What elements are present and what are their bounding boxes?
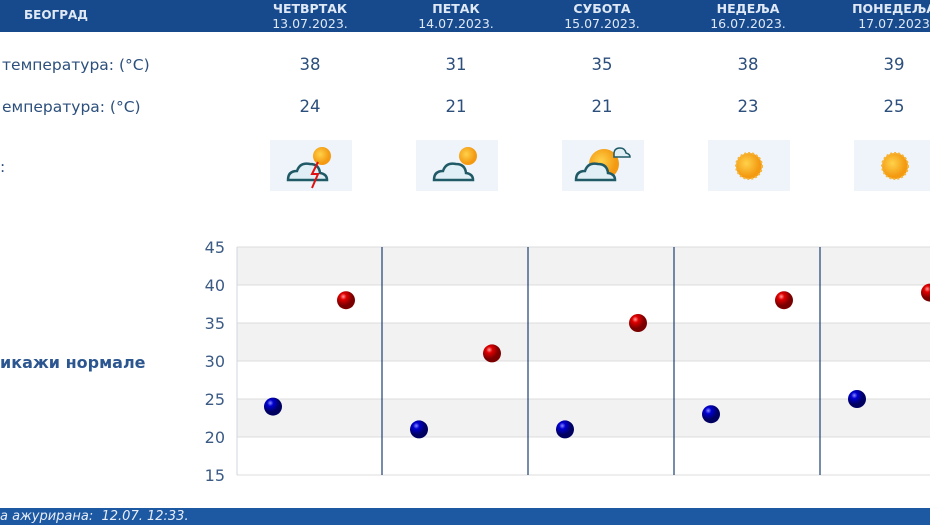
city-name: БЕОГРАД xyxy=(24,8,88,22)
grid-band xyxy=(237,437,930,475)
min-temp-value: 23 xyxy=(737,97,759,116)
min-temp-point xyxy=(556,420,574,439)
day-header: ПЕТАК 14.07.2023. xyxy=(383,1,529,31)
day-date: 17.07.2023 xyxy=(858,16,930,31)
day-name: НЕДЕЉА xyxy=(716,1,780,16)
day-name: ПОНЕДЕЉА xyxy=(852,1,930,16)
max-temp-value: 38 xyxy=(737,55,759,74)
last-updated: а ажурирана: 12.07. 12:33. xyxy=(0,509,189,524)
sunny-icon xyxy=(854,140,930,191)
sunny-icon xyxy=(708,140,790,191)
min-temp-point xyxy=(702,405,720,424)
max-temp-point xyxy=(337,291,355,310)
max-temp-value: 31 xyxy=(445,55,467,74)
max-temp-point xyxy=(775,291,793,310)
grid-band xyxy=(237,399,930,437)
day-date: 16.07.2023. xyxy=(710,16,786,31)
y-tick-label: 40 xyxy=(205,276,225,295)
show-normals-link[interactable]: икажи нормале xyxy=(0,353,146,372)
day-header: ПОНЕДЕЉА 17.07.2023 xyxy=(821,1,930,31)
max-temp-value: 38 xyxy=(299,55,321,74)
day-name: СУБОТА xyxy=(573,1,631,16)
day-date: 15.07.2023. xyxy=(564,16,640,31)
min-temp-point xyxy=(410,420,428,439)
grid-band xyxy=(237,247,930,285)
day-header: СУБОТА 15.07.2023. xyxy=(529,1,675,31)
day-header: ЧЕТВРТАК 13.07.2023. xyxy=(237,1,383,31)
y-tick-label: 30 xyxy=(205,352,225,371)
day-name: ПЕТАК xyxy=(432,1,480,16)
y-tick-label: 25 xyxy=(205,390,225,409)
y-tick-label: 45 xyxy=(205,238,225,257)
min-temp-point xyxy=(264,397,282,416)
weather-label: : xyxy=(0,158,6,176)
day-header: НЕДЕЉА 16.07.2023. xyxy=(675,1,821,31)
min-temp-label: емпература: (°C) xyxy=(2,98,141,116)
max-temp-point xyxy=(629,314,647,332)
grid-band xyxy=(237,361,930,399)
grid-band xyxy=(237,323,930,361)
y-tick-label: 35 xyxy=(205,314,225,333)
y-tick-label: 20 xyxy=(205,428,225,447)
max-temp-value: 39 xyxy=(883,55,905,74)
temperature-chart: 15 20 25 30 35 40 45 xyxy=(205,238,930,485)
max-temp-point xyxy=(921,283,930,302)
partly-cloudy-icon xyxy=(416,140,498,191)
min-temp-value: 24 xyxy=(299,97,321,116)
min-temp-value: 21 xyxy=(445,97,467,116)
max-temp-label: температура: (°C) xyxy=(2,56,150,74)
thunderstorm-sun-cloud-icon xyxy=(270,140,352,191)
mostly-sunny-icon xyxy=(562,140,644,191)
day-date: 14.07.2023. xyxy=(418,16,494,31)
max-temp-value: 35 xyxy=(591,55,613,74)
max-temp-point xyxy=(483,344,501,363)
day-date: 13.07.2023. xyxy=(272,16,348,31)
min-temp-value: 21 xyxy=(591,97,613,116)
footer-bar: а ажурирана: 12.07. 12:33. xyxy=(0,508,930,525)
min-temp-value: 25 xyxy=(883,97,905,116)
min-temp-point xyxy=(848,390,866,408)
header-bar: БЕОГРАД ЧЕТВРТАК 13.07.2023. ПЕТАК 14.07… xyxy=(0,0,930,32)
y-tick-label: 15 xyxy=(205,466,225,485)
day-name: ЧЕТВРТАК xyxy=(272,1,348,16)
